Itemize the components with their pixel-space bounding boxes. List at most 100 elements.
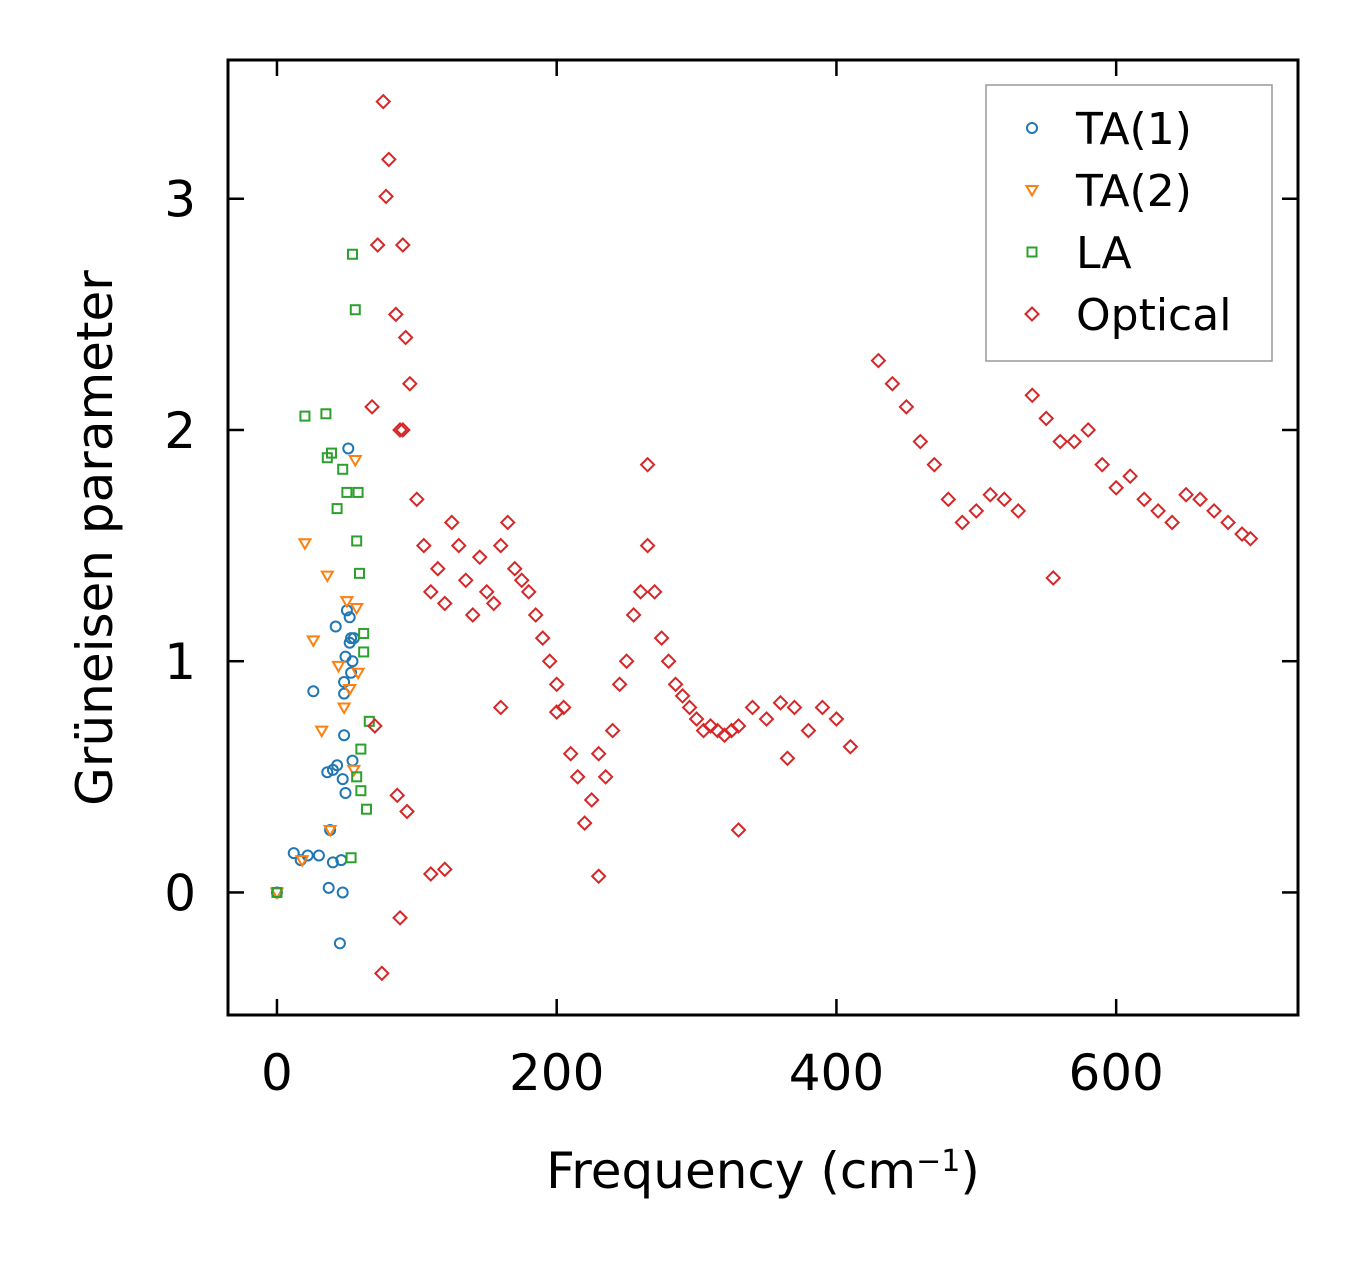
data-point	[380, 151, 397, 168]
data-point	[331, 660, 346, 674]
data-point	[339, 596, 355, 609]
data-point	[646, 583, 663, 600]
data-point	[1122, 468, 1139, 485]
data-point	[590, 868, 607, 885]
data-point	[814, 699, 831, 716]
data-point	[297, 538, 313, 551]
data-point	[346, 248, 358, 260]
y-tick-label: 0	[164, 864, 196, 922]
data-point	[343, 611, 356, 624]
x-axis-label: Frequency (cm−1)	[546, 1142, 980, 1200]
data-point	[996, 491, 1013, 508]
legend: TA(1) TA(2) LA Optical	[985, 84, 1273, 362]
data-point	[336, 702, 352, 715]
legend-label: TA(2)	[1075, 166, 1192, 217]
data-point	[1206, 502, 1222, 519]
data-point	[954, 514, 971, 531]
data-point	[353, 567, 365, 579]
data-point	[271, 886, 283, 898]
data-point	[331, 759, 344, 772]
legend-label: TA(1)	[1075, 104, 1192, 155]
data-point	[639, 456, 656, 473]
x-tick-label: 200	[509, 1044, 604, 1102]
data-point	[307, 685, 320, 698]
legend-marker	[1024, 185, 1040, 198]
data-point	[333, 937, 346, 950]
data-point	[786, 699, 803, 716]
data-point	[1178, 486, 1195, 503]
data-point	[898, 398, 915, 415]
data-point	[338, 729, 351, 742]
data-point	[1024, 387, 1041, 404]
data-point	[555, 699, 572, 716]
x-tick-label: 600	[1068, 1044, 1163, 1102]
data-point	[604, 722, 621, 739]
data-point	[499, 514, 516, 531]
data-point	[355, 785, 367, 797]
data-point	[520, 583, 537, 600]
data-point	[1242, 530, 1259, 547]
data-point	[639, 537, 656, 554]
data-point	[342, 683, 357, 697]
data-point	[348, 455, 363, 468]
data-point	[429, 560, 446, 577]
data-point	[294, 855, 310, 868]
data-point	[346, 655, 359, 668]
data-point	[681, 699, 698, 716]
data-point	[772, 694, 789, 711]
legend-box	[985, 84, 1273, 362]
data-point	[351, 771, 363, 783]
legend-marker	[1026, 246, 1038, 258]
data-point	[387, 306, 404, 323]
data-point	[329, 620, 342, 633]
data-point	[709, 722, 726, 739]
data-point	[884, 375, 901, 392]
data-point	[422, 866, 439, 882]
data-point	[349, 603, 364, 616]
data-point	[346, 764, 362, 778]
data-point	[548, 676, 565, 693]
y-tick-label: 1	[164, 633, 196, 691]
data-point	[597, 768, 614, 785]
data-point	[968, 502, 985, 519]
data-point	[351, 535, 363, 547]
data-point	[1136, 491, 1153, 508]
data-point	[982, 486, 999, 503]
legend-marker	[1024, 306, 1040, 322]
data-point	[1080, 422, 1097, 438]
data-point	[611, 676, 628, 693]
data-point	[1164, 514, 1181, 531]
scatter-points	[269, 93, 1259, 982]
data-point	[730, 822, 747, 838]
plot-frame	[226, 58, 1300, 1017]
data-point	[401, 375, 418, 392]
data-point	[926, 456, 943, 473]
data-point	[331, 503, 343, 515]
data-point	[618, 653, 635, 670]
data-point	[702, 718, 719, 734]
data-point	[478, 583, 495, 600]
data-point	[336, 886, 349, 899]
data-point	[408, 491, 425, 508]
data-point	[1038, 410, 1055, 427]
data-point	[842, 738, 859, 755]
x-tick-label: 0	[261, 1044, 293, 1102]
data-point	[339, 787, 352, 800]
data-point	[422, 583, 439, 600]
data-point	[312, 849, 325, 862]
data-point	[443, 514, 460, 531]
data-point	[541, 653, 558, 670]
data-point	[358, 646, 370, 658]
y-tick-label: 2	[164, 402, 196, 460]
data-point	[513, 572, 530, 589]
data-point	[369, 237, 386, 253]
data-point	[485, 595, 502, 612]
data-point	[576, 815, 593, 831]
data-point	[346, 754, 359, 767]
data-point	[392, 909, 408, 926]
data-point	[314, 725, 329, 739]
data-point	[375, 93, 392, 110]
data-point	[1220, 514, 1236, 531]
data-point	[436, 595, 453, 612]
data-point	[940, 491, 957, 508]
